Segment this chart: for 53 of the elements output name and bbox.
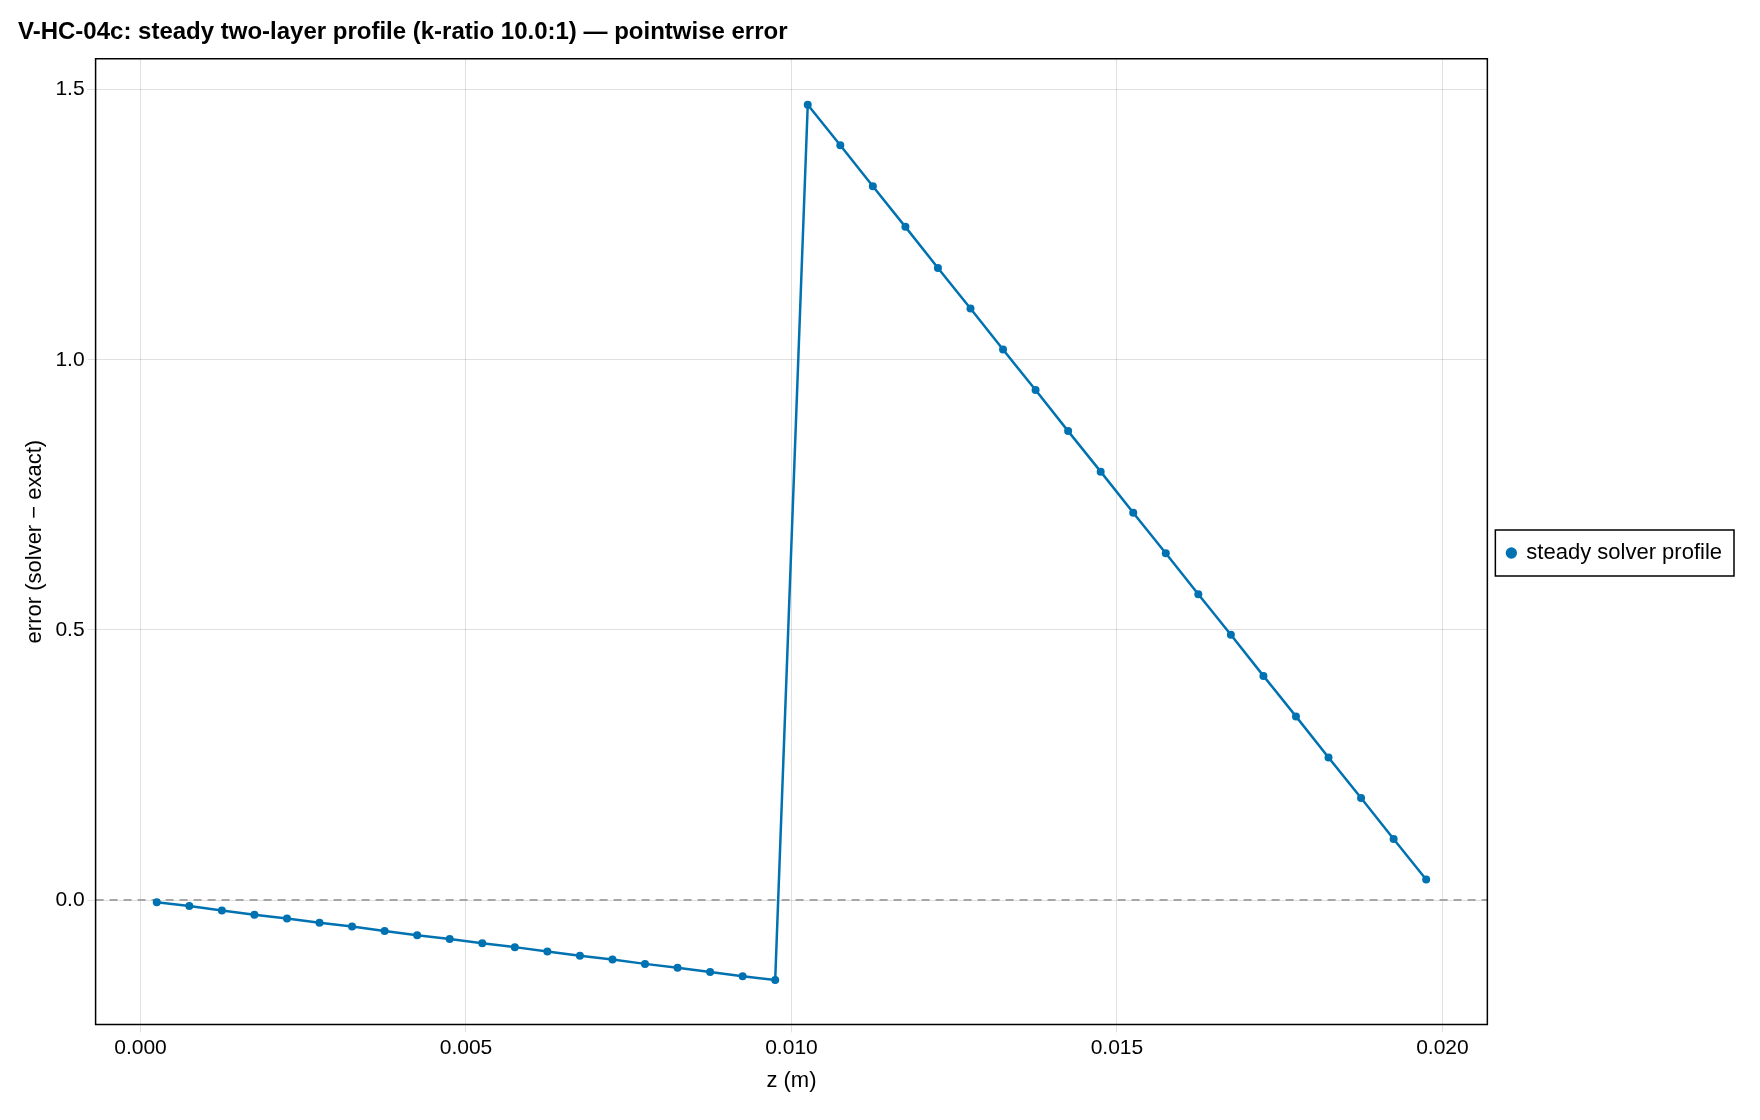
point xyxy=(836,141,845,150)
point xyxy=(999,345,1008,354)
point xyxy=(1324,753,1333,762)
point xyxy=(1389,835,1398,844)
chart-title: V-HC-04c: steady two-layer profile (k-ratio 10.0:1) — pointwise error xyxy=(18,17,788,45)
point xyxy=(348,922,357,931)
x-tick-label: 0.020 xyxy=(1416,1034,1469,1058)
y-tick-label: 0.0 xyxy=(55,886,85,910)
point xyxy=(771,976,780,985)
point xyxy=(966,304,975,313)
point xyxy=(738,972,747,981)
x-tick-label: 0.000 xyxy=(114,1034,167,1058)
point xyxy=(1226,630,1235,639)
point xyxy=(1129,508,1138,517)
point xyxy=(315,918,324,927)
x-tick-label: 0.005 xyxy=(439,1034,493,1058)
y-axis-title: error (solver − exact) xyxy=(21,439,47,644)
point xyxy=(413,931,422,940)
point xyxy=(933,263,942,272)
point xyxy=(1291,712,1300,721)
point xyxy=(250,910,259,919)
point xyxy=(1161,549,1170,558)
point xyxy=(478,939,487,948)
point xyxy=(1096,467,1105,476)
point xyxy=(282,914,291,923)
point xyxy=(380,926,389,935)
point xyxy=(217,906,226,915)
point xyxy=(575,951,584,960)
point xyxy=(641,959,650,968)
point xyxy=(1357,794,1366,802)
legend-label: steady solver profile xyxy=(1526,539,1723,565)
y-tick-label: 1.5 xyxy=(55,76,85,100)
point xyxy=(1031,386,1040,395)
point xyxy=(706,967,715,976)
point xyxy=(901,222,910,231)
point xyxy=(1194,590,1203,599)
point xyxy=(803,100,812,109)
point xyxy=(673,963,682,972)
y-tick-label: 1.0 xyxy=(55,346,85,370)
point xyxy=(445,935,454,944)
point xyxy=(608,955,617,964)
x-tick-label: 0.010 xyxy=(765,1034,818,1058)
point xyxy=(152,898,161,907)
point xyxy=(510,943,519,952)
y-tick-label: 0.5 xyxy=(55,616,85,640)
x-axis-title: z (m) xyxy=(766,1066,817,1092)
point xyxy=(1259,671,1268,680)
point xyxy=(185,902,194,911)
point xyxy=(1422,875,1431,884)
x-tick-label: 0.015 xyxy=(1090,1034,1144,1058)
point xyxy=(543,947,552,956)
point xyxy=(1064,427,1073,436)
point xyxy=(868,182,877,191)
